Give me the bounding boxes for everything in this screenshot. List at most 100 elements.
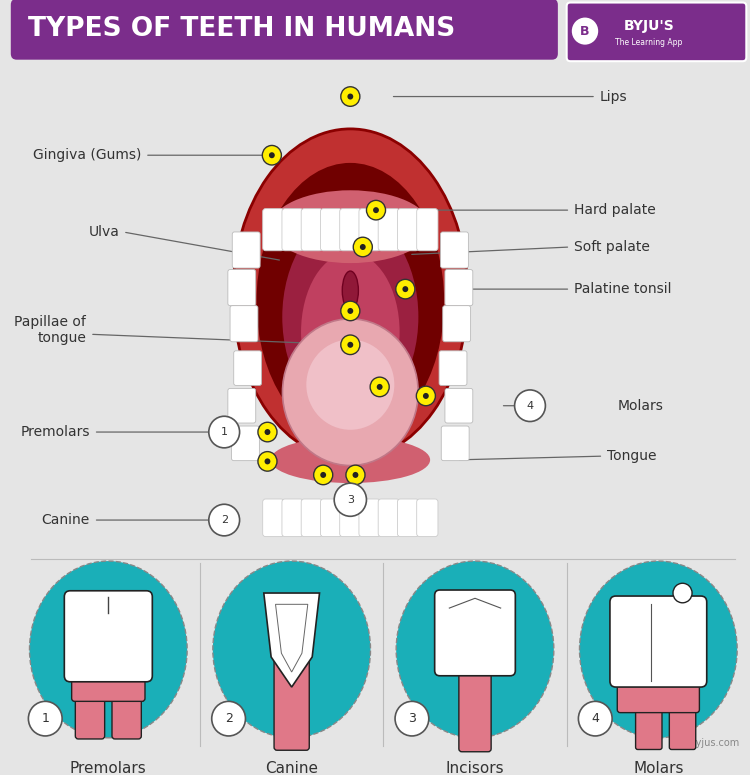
- Circle shape: [416, 386, 436, 406]
- FancyBboxPatch shape: [320, 499, 342, 536]
- FancyBboxPatch shape: [228, 388, 256, 423]
- FancyBboxPatch shape: [567, 2, 746, 61]
- FancyBboxPatch shape: [302, 208, 322, 251]
- Ellipse shape: [213, 561, 370, 738]
- FancyBboxPatch shape: [340, 208, 361, 251]
- Circle shape: [340, 335, 360, 355]
- Text: Molars: Molars: [618, 398, 664, 413]
- Circle shape: [373, 207, 379, 213]
- Text: Molars: Molars: [633, 761, 683, 775]
- Ellipse shape: [342, 271, 358, 310]
- Circle shape: [673, 584, 692, 603]
- FancyBboxPatch shape: [75, 687, 105, 739]
- FancyBboxPatch shape: [378, 499, 400, 536]
- Circle shape: [572, 18, 598, 45]
- FancyBboxPatch shape: [440, 232, 469, 268]
- FancyBboxPatch shape: [234, 351, 262, 385]
- Polygon shape: [264, 593, 320, 687]
- Ellipse shape: [580, 561, 737, 738]
- FancyBboxPatch shape: [320, 208, 342, 251]
- Text: 4: 4: [526, 401, 533, 411]
- Circle shape: [334, 483, 367, 516]
- Text: Gingiva (Gums): Gingiva (Gums): [33, 148, 141, 162]
- FancyBboxPatch shape: [417, 208, 438, 251]
- FancyBboxPatch shape: [610, 596, 706, 687]
- Text: 2: 2: [220, 515, 228, 525]
- Circle shape: [353, 237, 372, 257]
- Text: The Learning App: The Learning App: [615, 38, 682, 46]
- Circle shape: [347, 94, 353, 99]
- Text: © Byjus.com: © Byjus.com: [676, 738, 739, 748]
- FancyBboxPatch shape: [669, 696, 696, 749]
- Text: 2: 2: [225, 712, 232, 725]
- Ellipse shape: [271, 191, 430, 263]
- Circle shape: [352, 472, 358, 478]
- Ellipse shape: [271, 436, 430, 483]
- FancyBboxPatch shape: [262, 208, 284, 251]
- Circle shape: [347, 342, 353, 348]
- Circle shape: [367, 201, 386, 220]
- FancyBboxPatch shape: [282, 208, 303, 251]
- FancyBboxPatch shape: [417, 499, 438, 536]
- Ellipse shape: [396, 561, 554, 738]
- Circle shape: [340, 301, 360, 321]
- Circle shape: [396, 279, 415, 299]
- Circle shape: [258, 422, 277, 442]
- Text: Lips: Lips: [600, 90, 627, 104]
- FancyBboxPatch shape: [359, 208, 380, 251]
- FancyBboxPatch shape: [617, 675, 700, 713]
- FancyBboxPatch shape: [442, 305, 470, 342]
- Text: TYPES OF TEETH IN HUMANS: TYPES OF TEETH IN HUMANS: [28, 16, 455, 42]
- FancyBboxPatch shape: [340, 499, 361, 536]
- FancyBboxPatch shape: [398, 208, 418, 251]
- Ellipse shape: [256, 163, 444, 441]
- Text: BYJU'S: BYJU'S: [623, 19, 674, 33]
- Circle shape: [360, 244, 366, 250]
- Circle shape: [209, 505, 239, 536]
- FancyBboxPatch shape: [441, 426, 470, 460]
- Circle shape: [209, 416, 239, 448]
- Ellipse shape: [301, 253, 400, 412]
- Text: Incisor: Incisor: [328, 518, 374, 532]
- Circle shape: [370, 377, 389, 397]
- Circle shape: [347, 308, 353, 314]
- FancyBboxPatch shape: [459, 660, 491, 752]
- Text: Premolars: Premolars: [20, 425, 90, 439]
- Text: 1: 1: [220, 427, 228, 437]
- FancyBboxPatch shape: [232, 232, 260, 268]
- FancyBboxPatch shape: [435, 590, 515, 676]
- Ellipse shape: [233, 129, 468, 460]
- FancyBboxPatch shape: [445, 270, 472, 305]
- Ellipse shape: [282, 215, 418, 419]
- FancyBboxPatch shape: [635, 696, 662, 749]
- Circle shape: [340, 87, 360, 106]
- Circle shape: [320, 472, 326, 478]
- FancyBboxPatch shape: [232, 426, 260, 460]
- Text: Palatine tonsil: Palatine tonsil: [574, 282, 671, 296]
- Text: Canine: Canine: [42, 513, 90, 527]
- Text: Soft palate: Soft palate: [574, 240, 650, 254]
- FancyBboxPatch shape: [398, 499, 418, 536]
- Text: Hard palate: Hard palate: [574, 203, 656, 217]
- Text: 4: 4: [591, 712, 599, 725]
- FancyBboxPatch shape: [302, 499, 322, 536]
- Text: 3: 3: [346, 494, 354, 505]
- Text: Incisors: Incisors: [446, 761, 504, 775]
- Circle shape: [514, 390, 545, 422]
- Circle shape: [265, 429, 271, 435]
- Ellipse shape: [306, 339, 395, 430]
- FancyBboxPatch shape: [359, 499, 380, 536]
- Ellipse shape: [29, 561, 188, 738]
- Circle shape: [578, 701, 612, 736]
- Text: 3: 3: [408, 712, 416, 725]
- FancyBboxPatch shape: [378, 208, 400, 251]
- FancyBboxPatch shape: [64, 591, 152, 682]
- FancyBboxPatch shape: [72, 665, 145, 701]
- Text: B: B: [580, 25, 590, 38]
- Text: Ulva: Ulva: [88, 225, 119, 239]
- FancyBboxPatch shape: [230, 305, 258, 342]
- Circle shape: [211, 701, 245, 736]
- Text: Papillae of
tongue: Papillae of tongue: [14, 315, 86, 345]
- Circle shape: [403, 286, 408, 292]
- FancyBboxPatch shape: [112, 687, 141, 739]
